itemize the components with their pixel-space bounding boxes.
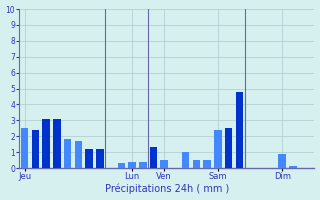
Bar	[150, 147, 157, 168]
Bar	[278, 154, 286, 168]
Bar	[96, 149, 104, 168]
Bar	[214, 130, 222, 168]
Bar	[289, 166, 297, 168]
Bar	[64, 139, 71, 168]
Bar	[85, 149, 93, 168]
X-axis label: Précipitations 24h ( mm ): Précipitations 24h ( mm )	[105, 184, 229, 194]
Bar	[32, 130, 39, 168]
Bar	[139, 162, 147, 168]
Bar	[75, 141, 82, 168]
Bar	[117, 163, 125, 168]
Bar	[53, 119, 61, 168]
Bar	[43, 119, 50, 168]
Bar	[193, 160, 200, 168]
Bar	[225, 128, 232, 168]
Bar	[182, 152, 189, 168]
Bar	[21, 128, 28, 168]
Bar	[236, 92, 243, 168]
Bar	[204, 160, 211, 168]
Bar	[160, 160, 168, 168]
Bar	[128, 162, 136, 168]
